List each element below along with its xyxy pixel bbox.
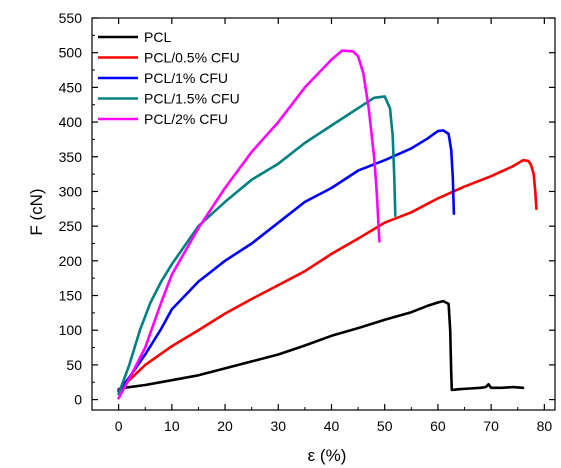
series-line-2 xyxy=(117,129,456,393)
x-tick-label: 80 xyxy=(537,418,553,434)
y-tick-label: 450 xyxy=(59,79,83,95)
series-line-3 xyxy=(117,95,397,396)
y-tick-label: 0 xyxy=(74,392,82,408)
legend-label-4: PCL/2% CFU xyxy=(144,111,228,127)
series-line-0 xyxy=(117,299,525,392)
x-tick-label: 20 xyxy=(217,418,233,434)
x-tick-label: 0 xyxy=(115,418,123,434)
series-line-1 xyxy=(117,158,538,392)
y-tick-label: 150 xyxy=(59,288,83,304)
y-tick-label: 250 xyxy=(59,218,83,234)
x-tick-label: 70 xyxy=(483,418,499,434)
y-tick-label: 350 xyxy=(59,149,83,165)
series-line-4 xyxy=(117,49,381,400)
x-tick-label: 40 xyxy=(324,418,340,434)
legend-label-1: PCL/0.5% CFU xyxy=(144,50,240,66)
legend-label-0: PCL xyxy=(144,29,171,45)
y-axis-title: F (cN) xyxy=(27,188,46,235)
x-tick-label: 10 xyxy=(164,418,180,434)
x-axis-title: ε (%) xyxy=(308,446,347,465)
legend-label-2: PCL/1% CFU xyxy=(144,70,228,86)
x-tick-label: 50 xyxy=(377,418,393,434)
axes-layer: 0 10 20 30 40 50 60 70 80 0 50 100 150 200 250 300 350 40… xyxy=(59,10,556,434)
x-tick-label: 60 xyxy=(430,418,446,434)
y-tick-label: 100 xyxy=(59,322,83,338)
plot-frame xyxy=(91,17,556,411)
y-tick-label: 400 xyxy=(59,114,83,130)
legend-label-3: PCL/1.5% CFU xyxy=(144,91,240,107)
series-layer xyxy=(117,49,538,400)
y-tick-label: 200 xyxy=(59,253,83,269)
legend: PCL PCL/0.5% CFU PCL/1% CFU PCL/1.5% CFU PCL… xyxy=(98,29,240,127)
x-tick-label: 30 xyxy=(270,418,286,434)
y-tick-label: 550 xyxy=(59,10,83,26)
y-tick-label: 50 xyxy=(66,357,82,373)
y-tick-label: 500 xyxy=(59,45,83,61)
y-tick-label: 300 xyxy=(59,183,83,199)
